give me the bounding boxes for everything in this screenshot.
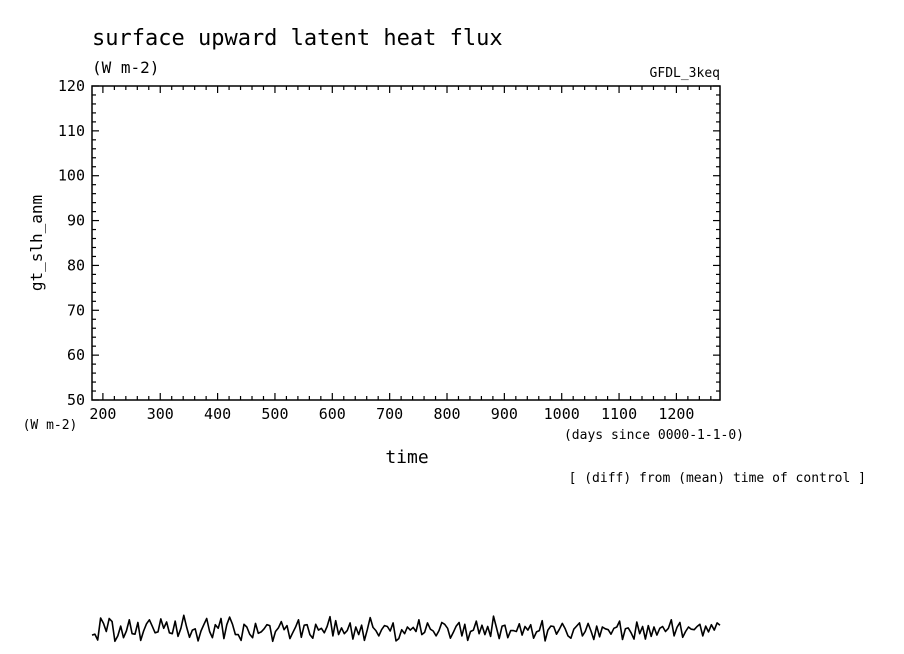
y-axis-label: gt_slh_anm	[27, 195, 46, 291]
y-tick-label: 50	[67, 391, 85, 409]
chart-units: (W m-2)	[92, 58, 159, 77]
comparison-note: [ (diff) from (mean) time of control ]	[569, 471, 866, 486]
model-label: GFDL_3keq	[650, 66, 720, 81]
x-tick-label: 400	[204, 405, 231, 423]
x-tick-label: 700	[376, 405, 403, 423]
chart-title: surface upward latent heat flux	[92, 26, 503, 51]
y-tick-label: 80	[67, 256, 85, 274]
x-tick-label: 900	[491, 405, 518, 423]
series-line	[91, 614, 721, 643]
x-axis-tick-labels: 200 300 400 500 600 700 800 900 1000 1100 1200	[89, 405, 694, 423]
x-tick-label: 800	[433, 405, 460, 423]
x-tick-label: 300	[147, 405, 174, 423]
plot-frame	[91, 85, 721, 401]
y-tick-label: 60	[67, 346, 85, 364]
y-tick-label: 70	[67, 301, 85, 319]
x-axis-label: time	[385, 447, 428, 468]
x-tick-label: 1100	[601, 405, 637, 423]
x-tick-label: 1000	[544, 405, 580, 423]
y-units-label: (W m-2)	[23, 418, 78, 433]
y-tick-label: 90	[67, 212, 85, 230]
x-tick-label: 1200	[658, 405, 694, 423]
y-tick-label: 120	[58, 77, 85, 95]
x-tick-label: 200	[89, 405, 116, 423]
y-axis-tick-labels: 50 60 70 80 90 100 110 120	[58, 77, 85, 409]
x-axis-ticks	[102, 86, 712, 400]
x-units-label: (days since 0000-1-1-0)	[564, 428, 744, 443]
x-tick-label: 600	[319, 405, 346, 423]
x-tick-label: 500	[261, 405, 288, 423]
y-axis-ticks	[92, 85, 720, 401]
y-tick-label: 110	[58, 122, 85, 140]
y-tick-label: 100	[58, 167, 85, 185]
